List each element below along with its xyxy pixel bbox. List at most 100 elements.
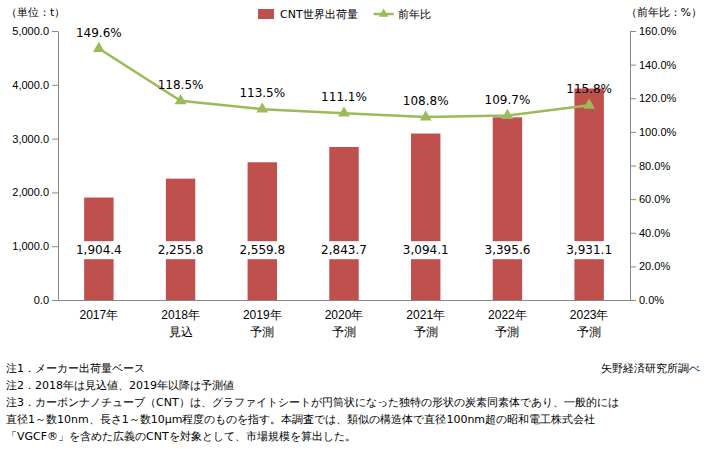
y2-tick-mark <box>630 132 636 133</box>
legend-label: 前年比 <box>398 8 431 21</box>
source: 矢野経済研究所調べ <box>601 362 700 375</box>
bar-label-bg <box>154 241 208 259</box>
y2-tick-label: 140.0% <box>639 59 677 71</box>
bar-label-group: 3,931.1 <box>562 241 616 259</box>
y2-tick: 100.0% <box>630 126 677 138</box>
note: 注2．2018年は見込値、2019年以降は予測値 <box>6 379 234 392</box>
bar-label: 2,843.7 <box>321 243 367 257</box>
y-tick-label: 0.0 <box>34 294 49 306</box>
bar-label-group: 2,843.7 <box>317 241 371 259</box>
y-tick-mark <box>52 31 58 32</box>
bar-label-bg <box>399 241 453 259</box>
x-tick: 2022年予測 <box>488 300 527 339</box>
bar-label-bg <box>481 241 535 259</box>
y2-tick: 40.0% <box>630 227 670 239</box>
bar-label-group: 1,904.4 <box>72 241 126 259</box>
bar <box>248 162 277 300</box>
y-tick: 5,000.0 <box>12 25 58 37</box>
marker <box>338 106 350 116</box>
y2-tick: 160.0% <box>630 25 677 37</box>
x-tick: 2018年見込 <box>161 300 200 339</box>
y2-tick: 60.0% <box>630 193 670 205</box>
bar <box>329 147 358 300</box>
legend-marker <box>379 8 389 16</box>
note: 注3．カーボンナノチューブ（CNT）は、グラファイトシートが円筒状になった独特の… <box>6 396 619 409</box>
bar-label: 1,904.4 <box>76 243 122 257</box>
x-tick-label: 2023年予測 <box>570 308 609 339</box>
note: 注1．メーカー出荷量ベース <box>6 362 145 375</box>
y2-tick: 20.0% <box>630 260 670 272</box>
marker <box>93 42 105 52</box>
y-axis-line <box>58 32 59 301</box>
legend-label: CNT世界出荷量 <box>280 8 358 21</box>
y-tick-mark <box>52 246 58 247</box>
bar-label: 2,559.8 <box>239 243 285 257</box>
y-axis: 0.0 1,000.0 2,000.0 3,000.0 4,000.0 5,000.0 <box>12 25 58 306</box>
x-tick-label: 2018年見込 <box>161 308 200 339</box>
bar <box>493 117 522 300</box>
y2-tick: 80.0% <box>630 160 670 172</box>
x-tick-label: 2021年予測 <box>406 308 445 339</box>
marker <box>420 110 432 120</box>
y2-tick-mark <box>630 31 636 32</box>
bar-label-bg <box>235 241 289 259</box>
y2-tick-label: 60.0% <box>639 193 670 205</box>
bar-label-group: 2,255.8 <box>154 241 208 259</box>
x-tick-label: 2019年予測 <box>243 308 282 339</box>
x-tick-label: 2022年予測 <box>488 308 527 339</box>
x-tick: 2020年予測 <box>325 300 364 339</box>
x-tick: 2023年予測 <box>570 300 609 339</box>
y2-tick: 120.0% <box>630 92 677 104</box>
legend: CNT世界出荷量 前年比 <box>258 8 431 21</box>
x-axis-line <box>59 300 631 301</box>
bar-label: 3,395.6 <box>485 243 531 257</box>
y2-tick-label: 40.0% <box>639 227 670 239</box>
y2-tick-label: 0.0% <box>639 294 664 306</box>
line-label: 111.1% <box>321 90 367 104</box>
y-tick-mark <box>52 192 58 193</box>
y2-tick-label: 100.0% <box>639 126 677 138</box>
y2-tick-mark <box>630 166 636 167</box>
y2-tick-mark <box>630 65 636 66</box>
notes: 注1．メーカー出荷量ベース注2．2018年は見込値、2019年以降は予測値注3．… <box>6 362 619 443</box>
y-tick-label: 3,000.0 <box>12 133 49 145</box>
x-tick: 2019年予測 <box>243 300 282 339</box>
y-tick-label: 5,000.0 <box>12 25 49 37</box>
bar-label: 2,255.8 <box>158 243 204 257</box>
y2-axis-title: （前年比：%） <box>626 6 702 19</box>
bar-label: 3,094.1 <box>403 243 449 257</box>
labels: 1,904.4 2,255.8 2,559.8 2,843.7 3,094.1 3,395… <box>72 25 616 259</box>
marks <box>84 42 604 300</box>
x-tick-label: 2020年予測 <box>325 308 364 339</box>
bar-label-group: 3,094.1 <box>399 241 453 259</box>
bar <box>166 179 195 300</box>
line <box>99 48 589 117</box>
note: 直径1～数10nm、長さ1～数10μm程度のものを指す。本調査では、類似の構造体… <box>6 413 595 426</box>
bar-label-bg <box>317 241 371 259</box>
y-tick-label: 4,000.0 <box>12 79 49 91</box>
bar-label-bg <box>562 241 616 259</box>
line-label: 113.5% <box>239 86 285 100</box>
line-label: 109.7% <box>485 93 531 107</box>
line-label: 115.8% <box>566 82 612 96</box>
y-tick: 0.0 <box>34 294 58 306</box>
marker <box>256 102 268 112</box>
y-tick-mark <box>52 300 58 301</box>
line-label: 118.5% <box>158 78 204 92</box>
y-tick-mark <box>52 85 58 86</box>
y2-tick-mark <box>630 98 636 99</box>
legend-item: 前年比 <box>374 8 431 21</box>
x-axis: 2017年 2018年見込 2019年予測 2020年予測 2021年予測 2022年予測… <box>59 300 631 339</box>
legend-item: CNT世界出荷量 <box>258 8 358 21</box>
y-tick: 2,000.0 <box>12 186 58 198</box>
y-tick-label: 1,000.0 <box>12 240 49 252</box>
y2-tick-label: 160.0% <box>639 25 677 37</box>
marker <box>583 99 595 109</box>
plot: 0.01,000.02,000.03,000.04,000.05,000.00.… <box>12 25 676 339</box>
x-tick-label: 2017年 <box>80 308 119 322</box>
note: 「VGCF®」を含めた広義のCNTを対象として、市場規模を算出した。 <box>6 430 356 443</box>
line-label: 108.8% <box>403 94 449 108</box>
chart: 0.01,000.02,000.03,000.04,000.05,000.00.… <box>0 0 706 459</box>
y2-axis: 0.0% 20.0% 40.0% 60.0% 80.0% 100.0% 120.0% 140.… <box>630 25 677 306</box>
y2-tick: 0.0% <box>630 294 664 306</box>
